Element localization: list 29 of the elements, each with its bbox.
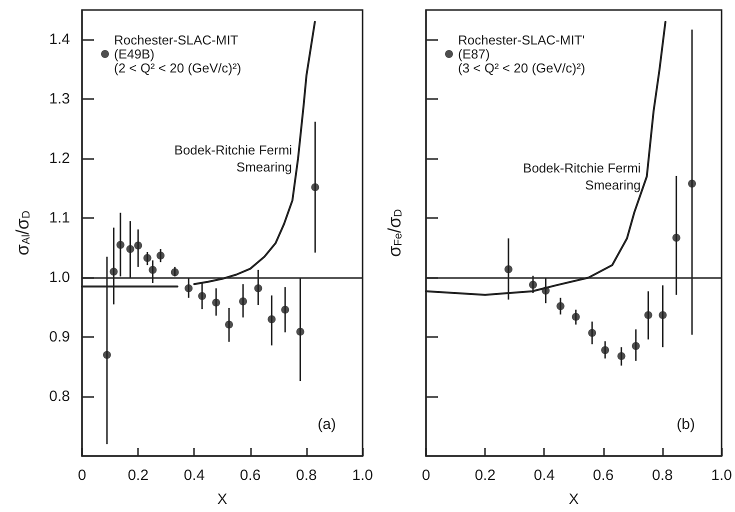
y-tick-label: 0.9 — [49, 328, 70, 346]
x-tick-label: 0 — [78, 467, 86, 484]
y-tick-label: 1.4 — [49, 31, 70, 48]
annotation: (a) — [318, 416, 336, 433]
x-tick-label: 0.6 — [592, 467, 614, 484]
x-tick-label: 0.8 — [296, 467, 317, 484]
y-axis-title: σFe/σD — [384, 208, 404, 257]
legend-label: Rochester-SLAC-MIT (E49B) (2 < Q² < 20 (GeV/c)²) — [114, 32, 242, 76]
x-tick-label: 0 — [422, 467, 430, 484]
y-tick-label: 1.2 — [49, 150, 70, 168]
x-tick-label: 0.4 — [534, 467, 555, 484]
x-tick-label: 0.2 — [128, 467, 149, 484]
x-tick-label: 1.0 — [352, 467, 374, 484]
y-tick-label: 1.3 — [49, 90, 70, 108]
x-tick-label: 0.2 — [474, 467, 496, 484]
x-axis-title: X — [568, 491, 579, 508]
y-axis-title: σAl/σD — [12, 210, 32, 256]
x-axis-title: X — [217, 491, 228, 508]
series-label: Bodek-Ritchie Fermi Smearing — [523, 160, 641, 193]
x-tick-label: 0.8 — [652, 467, 673, 484]
annotation: (b) — [676, 416, 696, 433]
legend-label: Rochester-SLAC-MIT' (E87) (3 < Q² < 20 (GeV/c)²) — [458, 32, 586, 76]
y-tick-label: 1.1 — [49, 210, 70, 227]
y-tick-label: 1.0 — [49, 269, 70, 286]
series-label: Bodek-Ritchie Fermi Smearing — [174, 142, 292, 175]
x-tick-label: 0.6 — [240, 467, 261, 484]
y-tick-label: 0.8 — [49, 388, 70, 406]
x-tick-label: 1.0 — [711, 467, 732, 484]
x-tick-label: 0.4 — [184, 467, 205, 484]
